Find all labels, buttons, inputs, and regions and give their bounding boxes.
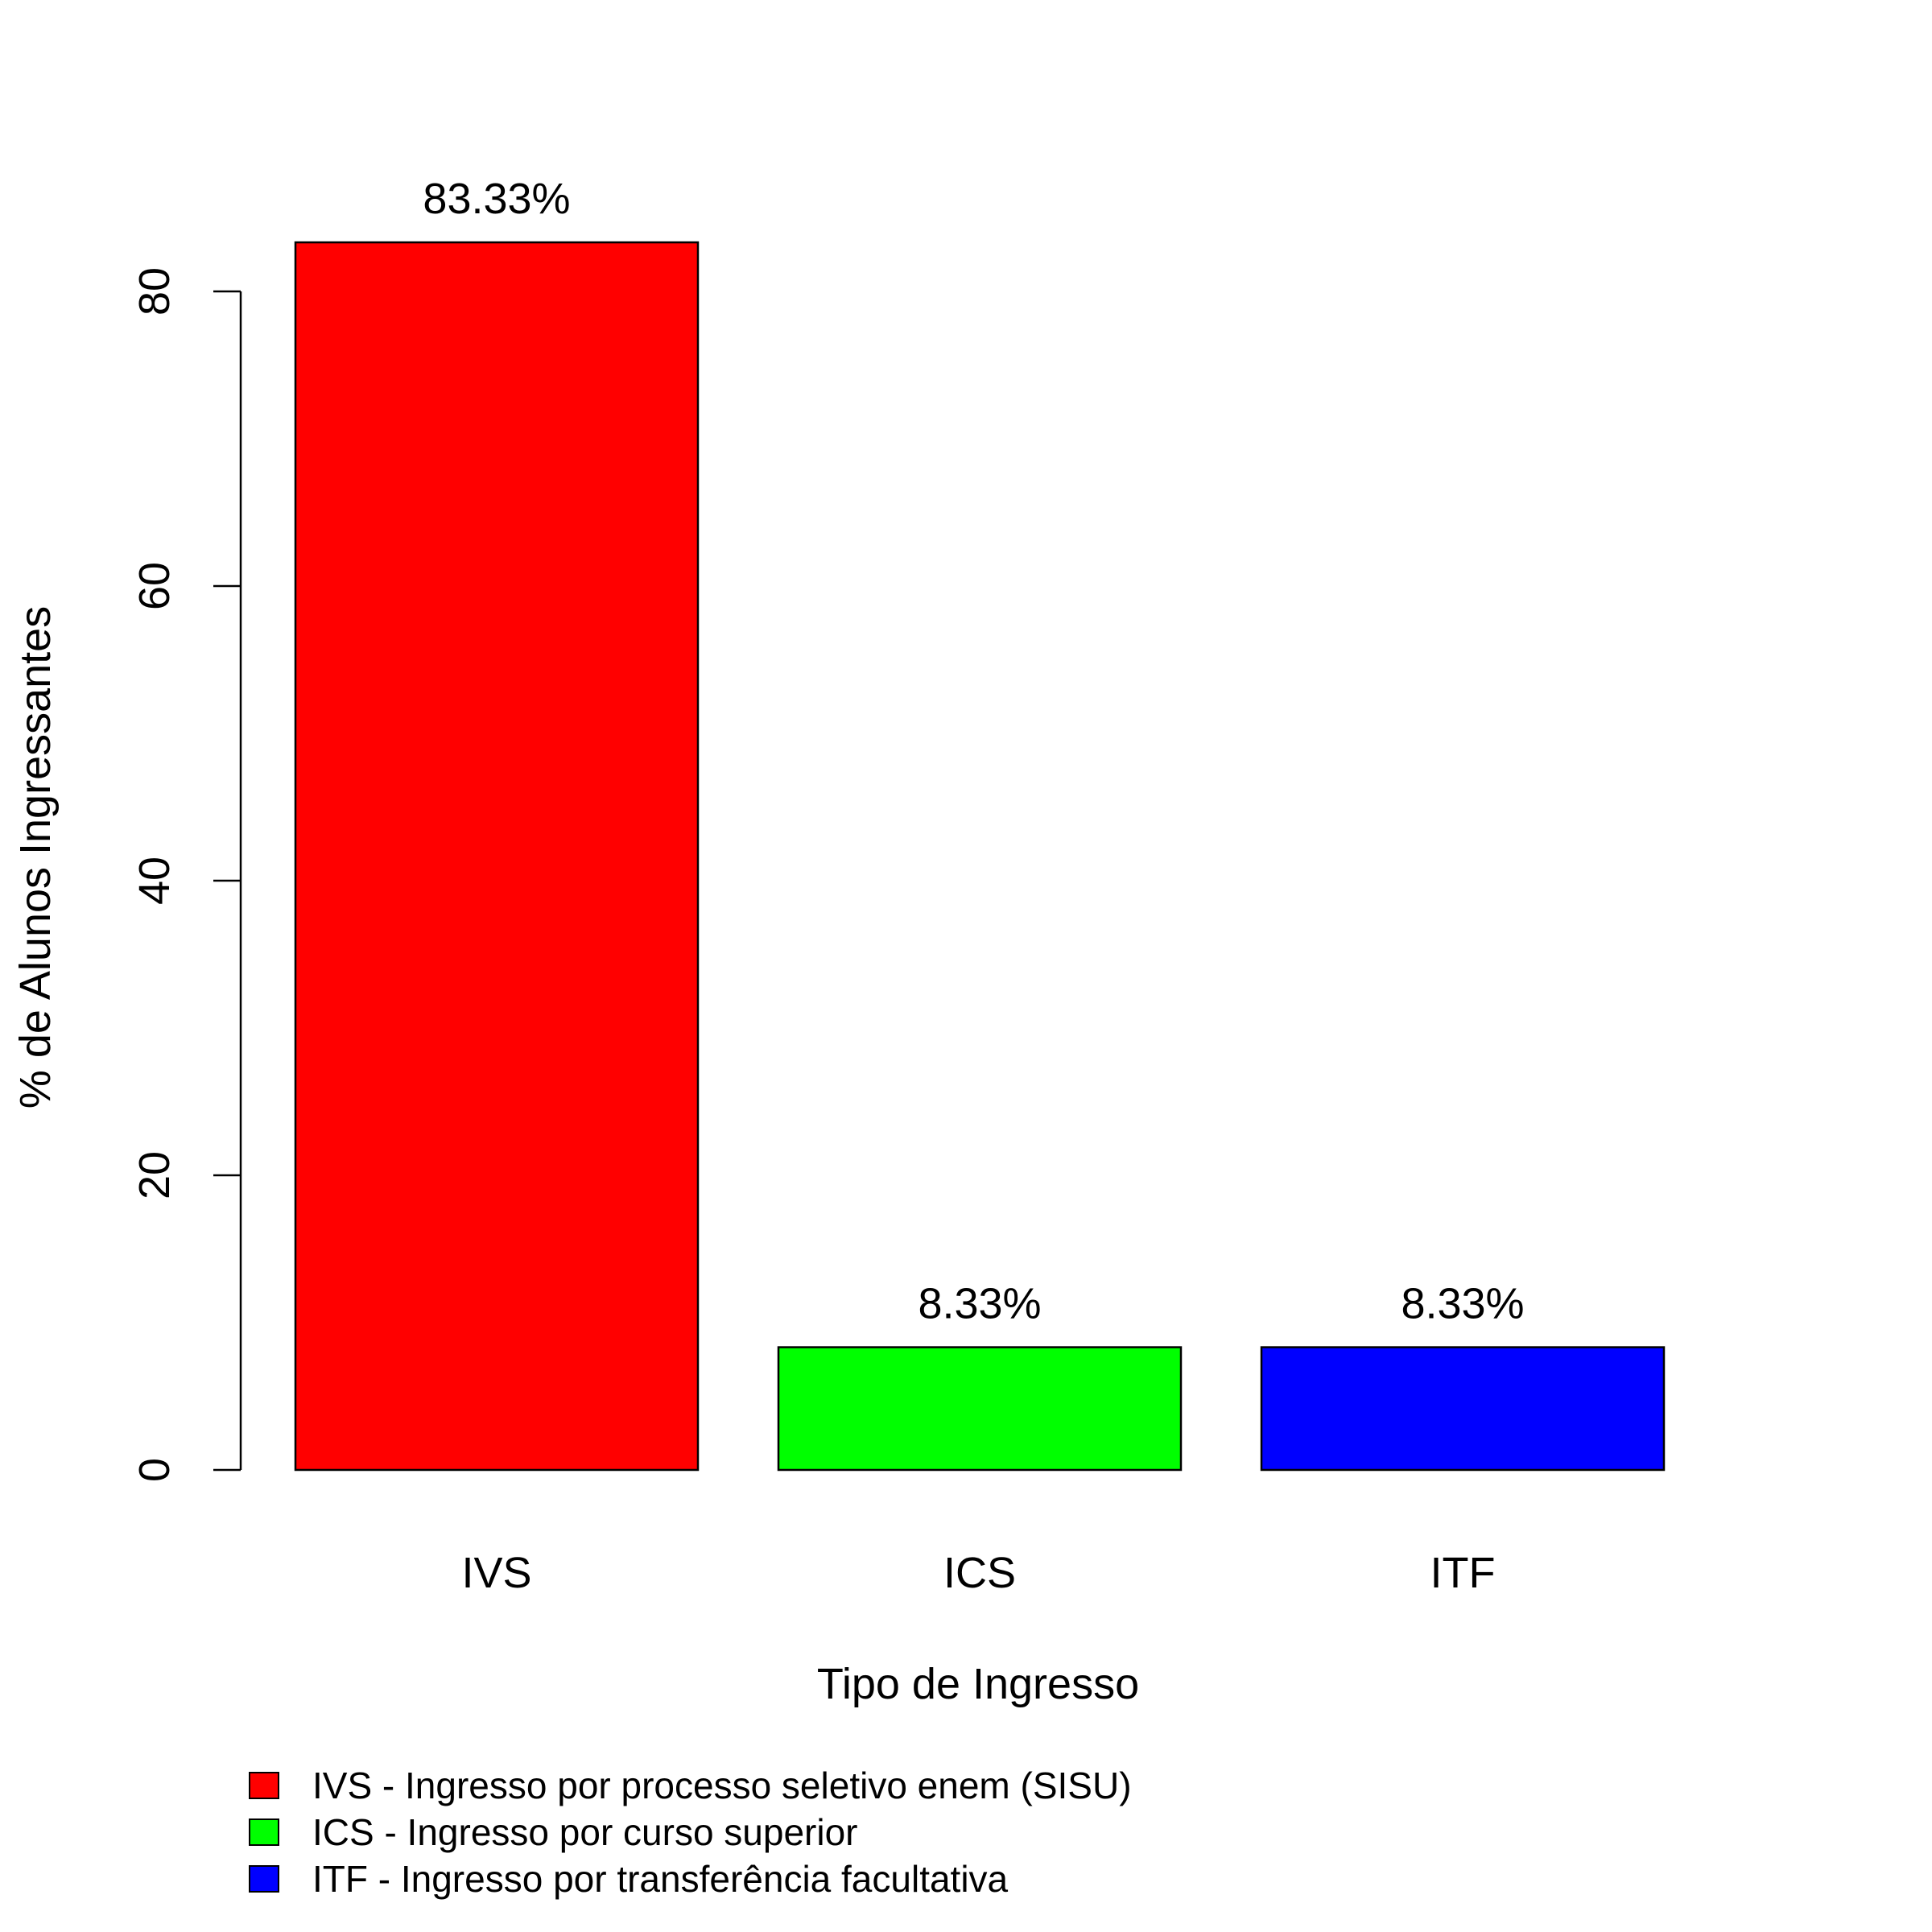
y-tick-label: 80 <box>130 267 179 316</box>
x-tick-label-itf: ITF <box>1430 1549 1496 1597</box>
legend-label-itf: ITF - Ingresso por transferência faculta… <box>312 1858 1009 1900</box>
legend-swatch-ivs <box>249 1772 279 1799</box>
y-tick-label: 60 <box>130 562 179 610</box>
value-label-itf: 8.33% <box>1401 1280 1524 1328</box>
legend: IVS - Ingresso por processo seletivo ene… <box>249 1765 1132 1900</box>
bar-itf <box>1260 1346 1666 1472</box>
value-labels: 83.33% 8.33% 8.33% <box>423 175 1524 1328</box>
legend-swatch-itf <box>249 1865 279 1893</box>
x-tick-label-ivs: IVS <box>461 1549 531 1597</box>
x-tick-labels: IVS ICS ITF <box>461 1549 1495 1597</box>
legend-label-ivs: IVS - Ingresso por processo seletivo ene… <box>312 1765 1132 1806</box>
x-axis-title: Tipo de Ingresso <box>817 1660 1139 1708</box>
legend-label-ics: ICS - Ingresso por curso superior <box>312 1811 858 1853</box>
x-tick-label-ics: ICS <box>943 1549 1016 1597</box>
bar-ivs <box>294 241 700 1472</box>
bars <box>294 241 1666 1472</box>
y-axis-title: % de Alunos Ingressantes <box>11 606 60 1108</box>
legend-swatch-ics <box>249 1818 279 1846</box>
y-tick-label: 20 <box>130 1151 179 1199</box>
y-tick-label: 0 <box>130 1458 179 1482</box>
y-tick-label: 40 <box>130 857 179 905</box>
value-label-ics: 8.33% <box>918 1280 1041 1328</box>
bar-ics <box>777 1346 1183 1472</box>
y-axis: 0 20 40 60 80 <box>130 267 242 1482</box>
value-label-ivs: 83.33% <box>423 175 570 223</box>
